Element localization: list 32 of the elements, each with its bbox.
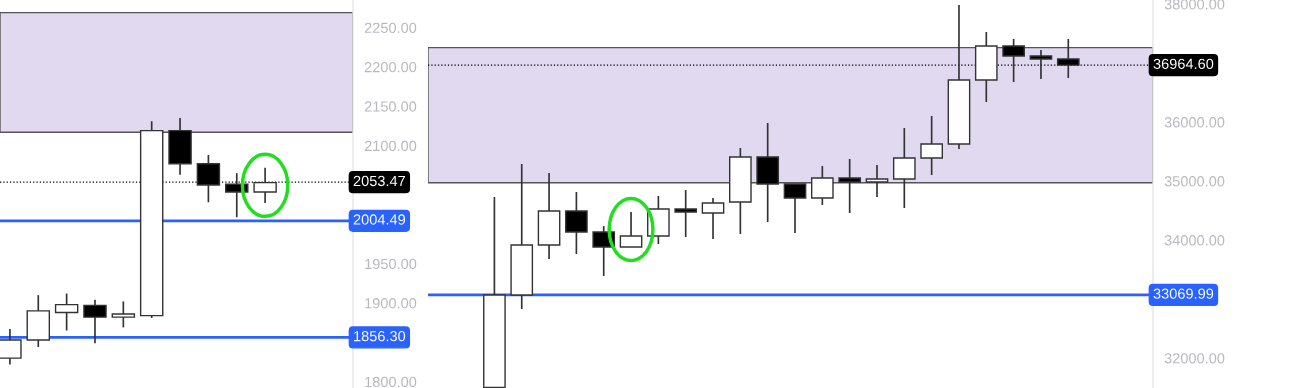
candlestick [838, 158, 862, 214]
y-tick-label: 38000.00 [1164, 0, 1225, 10]
y-tick-label: 1800.00 [365, 376, 417, 388]
ref-line-label: 1856.30 [354, 330, 406, 342]
y-tick-label: 34000.00 [1164, 235, 1225, 246]
candlestick [196, 154, 221, 204]
candlestick [565, 191, 588, 255]
candlestick [810, 165, 834, 206]
candlestick [83, 299, 107, 344]
ref-line-label: 2053.47 [353, 175, 405, 187]
candlestick [54, 292, 79, 332]
candlestick [674, 189, 698, 238]
candlestick [701, 197, 725, 240]
candlestick [619, 211, 643, 248]
y-tick-label: 2150.00 [364, 101, 417, 112]
y-tick-label: 1900.00 [365, 298, 417, 309]
y-tick-label: 1950.00 [365, 258, 417, 270]
y-tick-label: 32000.00 [1164, 353, 1225, 364]
candlestick [111, 300, 136, 329]
candlestick [865, 164, 889, 198]
ref-line-label: 36964.60 [1153, 58, 1214, 70]
candlestick [892, 127, 916, 209]
ref-line-label: 33069.99 [1153, 288, 1214, 299]
y-tick-label: 36000.00 [1164, 117, 1225, 128]
ref-line-label: 2004.49 [353, 214, 406, 225]
candlestick [783, 183, 807, 234]
y-tick-label: 2100.00 [364, 140, 417, 152]
candlestick [253, 166, 277, 204]
candlestick [920, 115, 943, 176]
y-tick-label: 35000.00 [1164, 176, 1225, 187]
y-tick-label: 2200.00 [364, 62, 417, 73]
y-tick-label: 2250.00 [364, 22, 417, 33]
